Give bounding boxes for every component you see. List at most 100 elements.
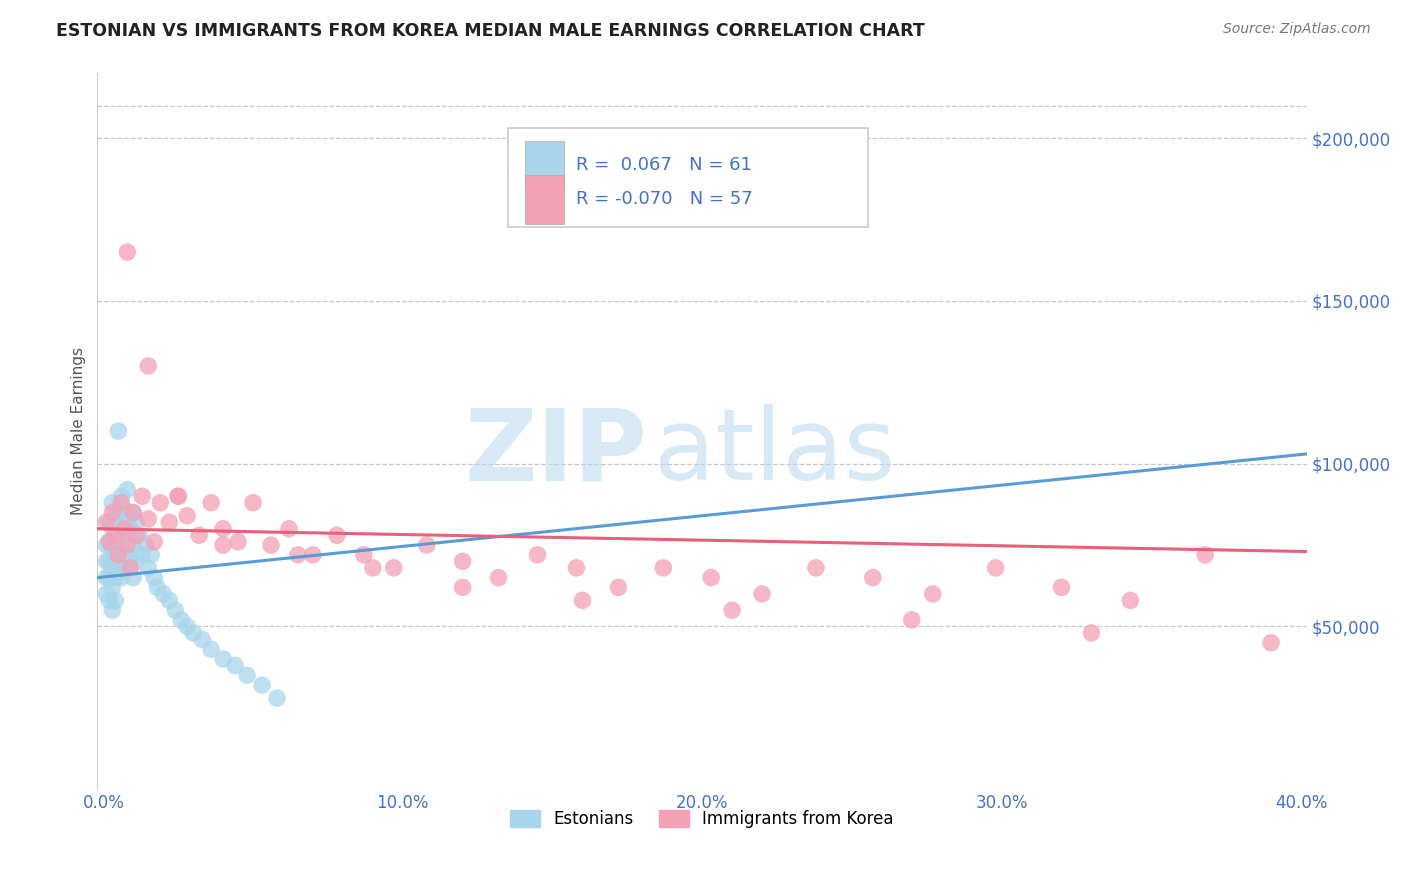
Point xyxy=(96,554,118,568)
Point xyxy=(131,489,153,503)
Point xyxy=(98,593,121,607)
Point xyxy=(700,571,723,585)
Point xyxy=(721,603,744,617)
Point xyxy=(117,245,139,260)
Point xyxy=(176,508,198,523)
Point xyxy=(488,571,510,585)
Point xyxy=(136,561,159,575)
Point xyxy=(146,580,169,594)
Point xyxy=(98,534,121,549)
Point xyxy=(212,538,235,552)
Point xyxy=(101,522,124,536)
Point xyxy=(104,593,127,607)
Point xyxy=(98,554,121,568)
Point xyxy=(188,528,211,542)
Point xyxy=(1119,593,1142,607)
Point xyxy=(565,561,588,575)
Point xyxy=(141,548,163,562)
Point xyxy=(921,587,943,601)
Point xyxy=(181,626,204,640)
Point xyxy=(110,515,132,529)
Point xyxy=(236,668,259,682)
Point xyxy=(134,538,156,552)
Point xyxy=(120,554,142,568)
Point xyxy=(157,593,180,607)
Point xyxy=(122,538,145,552)
Point xyxy=(120,561,142,575)
Point xyxy=(110,571,132,585)
Point xyxy=(98,534,121,549)
Point xyxy=(131,548,153,562)
Point xyxy=(122,571,145,585)
Point xyxy=(167,489,190,503)
Text: atlas: atlas xyxy=(654,404,896,501)
Point xyxy=(112,522,135,536)
Point xyxy=(125,528,148,542)
Point xyxy=(101,561,124,575)
Point xyxy=(120,522,142,536)
Point xyxy=(117,538,139,552)
Point xyxy=(167,489,190,503)
Point xyxy=(157,515,180,529)
Point xyxy=(751,587,773,601)
Point xyxy=(104,548,127,562)
Point xyxy=(136,359,159,373)
Point xyxy=(107,538,129,552)
Point xyxy=(361,561,384,575)
Point xyxy=(212,522,235,536)
Point xyxy=(170,613,193,627)
Point xyxy=(101,506,124,520)
Point xyxy=(165,603,187,617)
Point xyxy=(107,548,129,562)
Point xyxy=(451,554,474,568)
Point xyxy=(112,502,135,516)
Point xyxy=(415,538,437,552)
Point xyxy=(382,561,405,575)
Point xyxy=(122,506,145,520)
Point xyxy=(862,571,884,585)
Point xyxy=(98,571,121,585)
Point xyxy=(353,548,375,562)
Point xyxy=(125,515,148,529)
Point xyxy=(607,580,630,594)
Y-axis label: Median Male Earnings: Median Male Earnings xyxy=(72,347,86,515)
Point xyxy=(101,496,124,510)
Point xyxy=(96,571,118,585)
Point xyxy=(112,561,135,575)
Point xyxy=(152,587,174,601)
Point xyxy=(266,691,288,706)
Point xyxy=(128,528,150,542)
Text: R =  0.067   N = 61: R = 0.067 N = 61 xyxy=(575,156,751,175)
Point xyxy=(104,528,127,542)
Point xyxy=(451,580,474,594)
Point xyxy=(117,483,139,497)
Point xyxy=(804,561,827,575)
Text: ESTONIAN VS IMMIGRANTS FROM KOREA MEDIAN MALE EARNINGS CORRELATION CHART: ESTONIAN VS IMMIGRANTS FROM KOREA MEDIAN… xyxy=(56,22,925,40)
Point xyxy=(1080,626,1102,640)
Point xyxy=(200,496,222,510)
Point xyxy=(110,541,132,556)
Point xyxy=(110,489,132,503)
Point xyxy=(652,561,675,575)
Point xyxy=(136,512,159,526)
Point xyxy=(107,561,129,575)
Point xyxy=(302,548,325,562)
Point xyxy=(250,678,273,692)
Point xyxy=(212,652,235,666)
Point xyxy=(96,587,118,601)
Point xyxy=(176,619,198,633)
Point xyxy=(900,613,922,627)
Point xyxy=(117,515,139,529)
Point xyxy=(104,528,127,542)
Point xyxy=(1260,636,1282,650)
Point xyxy=(104,508,127,523)
Point xyxy=(1194,548,1216,562)
Point xyxy=(104,571,127,585)
Point xyxy=(326,528,349,542)
Point xyxy=(107,506,129,520)
Point xyxy=(117,548,139,562)
Point xyxy=(143,534,166,549)
Text: Source: ZipAtlas.com: Source: ZipAtlas.com xyxy=(1223,22,1371,37)
Point xyxy=(226,534,249,549)
Point xyxy=(149,496,172,510)
